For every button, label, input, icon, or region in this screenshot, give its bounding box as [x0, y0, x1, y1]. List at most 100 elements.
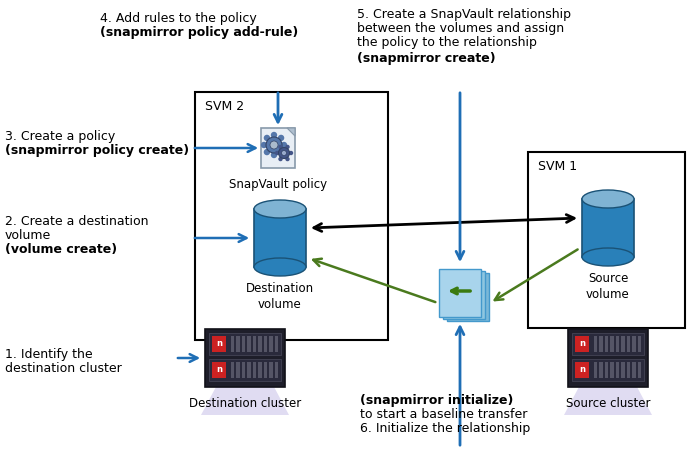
Text: n: n — [579, 339, 585, 349]
Bar — [231, 336, 234, 352]
Bar — [205, 329, 285, 387]
Bar — [264, 336, 267, 352]
Circle shape — [281, 142, 287, 148]
Bar — [616, 336, 620, 352]
Bar — [594, 362, 598, 378]
Text: Source
volume: Source volume — [586, 272, 630, 301]
Text: between the volumes and assign: between the volumes and assign — [357, 22, 564, 35]
Circle shape — [266, 137, 282, 153]
Bar — [627, 362, 630, 378]
Circle shape — [285, 157, 290, 161]
Bar — [247, 336, 251, 352]
Text: (snapmirror policy create): (snapmirror policy create) — [5, 144, 189, 157]
Text: SVM 1: SVM 1 — [538, 160, 577, 173]
Bar — [632, 336, 636, 352]
Text: 2. Create a destination: 2. Create a destination — [5, 215, 149, 228]
Ellipse shape — [582, 248, 634, 266]
Bar — [443, 271, 485, 319]
Text: (volume create): (volume create) — [5, 243, 117, 256]
Polygon shape — [201, 385, 289, 415]
Bar — [258, 336, 262, 352]
Bar — [632, 362, 636, 378]
Bar — [261, 128, 295, 168]
Circle shape — [285, 145, 290, 149]
Bar — [621, 336, 625, 352]
Text: volume: volume — [5, 229, 51, 242]
Bar — [209, 333, 281, 355]
Circle shape — [264, 135, 270, 141]
Text: (snapmirror initialize): (snapmirror initialize) — [360, 394, 513, 407]
Text: 1. Identify the: 1. Identify the — [5, 348, 93, 361]
Circle shape — [278, 157, 283, 161]
Circle shape — [270, 141, 278, 149]
Circle shape — [278, 145, 283, 149]
Bar — [627, 336, 630, 352]
Bar — [264, 362, 267, 378]
Bar — [195, 92, 388, 340]
Bar — [605, 362, 609, 378]
Bar — [275, 362, 278, 378]
Bar — [242, 336, 245, 352]
Text: to start a baseline transfer: to start a baseline transfer — [360, 408, 527, 421]
Bar — [594, 336, 598, 352]
Bar — [568, 329, 648, 387]
Text: (snapmirror create): (snapmirror create) — [357, 52, 495, 65]
Bar — [212, 362, 226, 378]
Text: destination cluster: destination cluster — [5, 362, 122, 375]
Text: the policy to the relationship: the policy to the relationship — [357, 36, 537, 49]
Bar — [447, 273, 489, 321]
Bar — [611, 362, 614, 378]
Circle shape — [278, 149, 284, 155]
Circle shape — [278, 135, 284, 141]
Bar — [600, 362, 603, 378]
Bar — [231, 362, 234, 378]
Circle shape — [271, 152, 277, 158]
Ellipse shape — [582, 190, 634, 208]
Ellipse shape — [254, 258, 306, 276]
Polygon shape — [564, 385, 652, 415]
Circle shape — [271, 132, 277, 138]
Text: Destination cluster: Destination cluster — [189, 397, 301, 410]
Text: 3. Create a policy: 3. Create a policy — [5, 130, 115, 143]
Circle shape — [278, 147, 290, 158]
Bar — [528, 152, 685, 328]
Text: SnapVault policy: SnapVault policy — [229, 178, 327, 191]
Bar — [253, 336, 256, 352]
Text: Source cluster: Source cluster — [566, 397, 650, 410]
Circle shape — [275, 151, 279, 155]
Circle shape — [261, 142, 267, 148]
Bar — [247, 362, 251, 378]
Text: n: n — [216, 339, 222, 349]
Bar — [575, 336, 589, 352]
Bar — [572, 359, 644, 381]
Ellipse shape — [254, 200, 306, 218]
Bar — [621, 362, 625, 378]
Bar — [638, 362, 641, 378]
Bar — [212, 336, 226, 352]
Circle shape — [289, 151, 293, 155]
Bar — [582, 199, 634, 257]
Bar — [575, 362, 589, 378]
Text: n: n — [579, 365, 585, 375]
Bar — [236, 336, 240, 352]
Bar — [258, 362, 262, 378]
Bar — [616, 362, 620, 378]
Bar — [242, 362, 245, 378]
Polygon shape — [287, 128, 295, 136]
Bar — [572, 333, 644, 355]
Bar — [254, 209, 306, 267]
Bar — [638, 336, 641, 352]
Text: 6. Initialize the relationship: 6. Initialize the relationship — [360, 422, 530, 435]
Circle shape — [264, 149, 270, 155]
Bar — [611, 336, 614, 352]
Bar — [275, 336, 278, 352]
Text: 4. Add rules to the policy: 4. Add rules to the policy — [100, 12, 257, 25]
Bar — [236, 362, 240, 378]
Bar — [253, 362, 256, 378]
Circle shape — [281, 151, 287, 156]
Text: (snapmirror policy add-rule): (snapmirror policy add-rule) — [100, 26, 299, 39]
Text: 5. Create a SnapVault relationship: 5. Create a SnapVault relationship — [357, 8, 571, 21]
Text: SVM 2: SVM 2 — [205, 100, 244, 113]
Bar — [269, 362, 273, 378]
Bar — [600, 336, 603, 352]
